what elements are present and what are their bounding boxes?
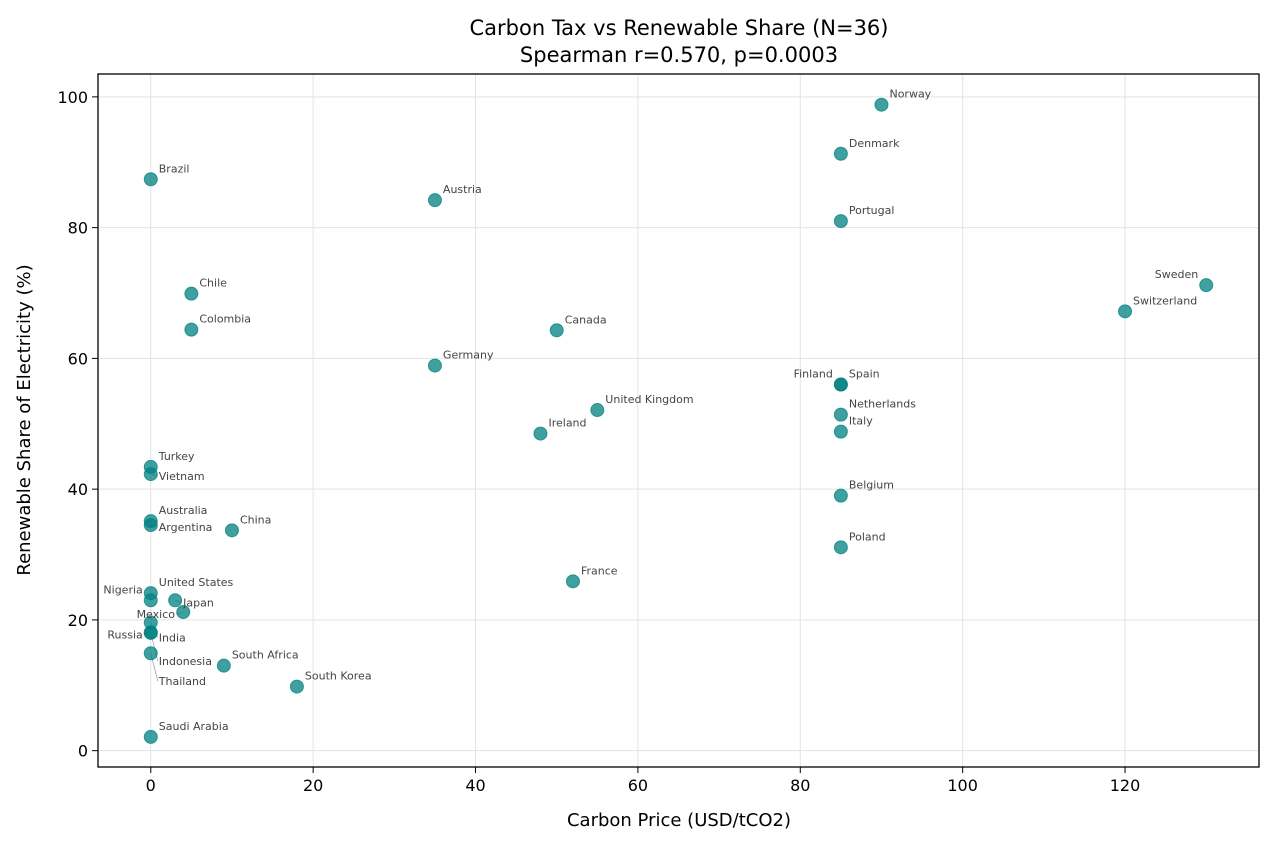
- y-tick-label: 60: [68, 349, 88, 368]
- point-label: Saudi Arabia: [159, 720, 229, 733]
- y-tick-label: 100: [57, 88, 88, 107]
- y-tick-label: 40: [68, 480, 88, 499]
- data-point: [184, 286, 199, 301]
- data-point: [143, 593, 158, 608]
- data-points: [143, 97, 1214, 744]
- data-point: [143, 625, 158, 640]
- data-point: [874, 97, 889, 112]
- point-label: France: [581, 564, 618, 577]
- data-point: [833, 377, 848, 392]
- point-label: Australia: [159, 504, 208, 517]
- data-point: [184, 322, 199, 337]
- ticks: 0 20 40 60 80 100 120 0 20 40 60 80 100: [57, 88, 1140, 795]
- y-tick-label: 0: [78, 742, 88, 761]
- point-label: Netherlands: [849, 398, 916, 411]
- point-label: Sweden: [1155, 268, 1198, 281]
- data-point: [143, 467, 158, 482]
- data-point: [143, 518, 158, 533]
- point-label: Italy: [849, 415, 873, 428]
- point-label: Nigeria: [103, 583, 142, 596]
- grid: [98, 74, 1259, 767]
- point-label: Switzerland: [1133, 294, 1197, 307]
- y-axis-label: Renewable Share of Electricity (%): [14, 264, 35, 575]
- point-label: Vietnam: [159, 470, 205, 483]
- data-point: [833, 488, 848, 503]
- point-label: Argentina: [159, 521, 213, 534]
- point-label: United Kingdom: [605, 393, 693, 406]
- data-point: [833, 540, 848, 555]
- data-point: [176, 605, 191, 620]
- point-label: Austria: [443, 183, 482, 196]
- x-tick-label: 60: [628, 776, 648, 795]
- point-label: Brazil: [159, 162, 190, 175]
- x-tick-label: 120: [1110, 776, 1141, 795]
- y-tick-label: 20: [68, 611, 88, 630]
- point-labels: Norway Denmark Brazil Austria Portugal Sweden…: [103, 88, 1198, 733]
- point-label: China: [240, 513, 271, 526]
- point-label: Denmark: [849, 137, 900, 150]
- data-point: [533, 426, 548, 441]
- data-point: [833, 214, 848, 229]
- data-point: [168, 593, 183, 608]
- data-point: [143, 172, 158, 187]
- data-point: [143, 729, 158, 744]
- point-label: Canada: [565, 313, 607, 326]
- point-label: Spain: [849, 368, 880, 381]
- data-point: [590, 403, 605, 418]
- data-point: [833, 407, 848, 422]
- data-point: [565, 574, 580, 589]
- point-label: Colombia: [199, 313, 251, 326]
- point-label: Ireland: [548, 417, 586, 430]
- y-tick-label: 80: [68, 219, 88, 238]
- point-label: Turkey: [158, 450, 195, 463]
- chart-subtitle: Spearman r=0.570, p=0.0003: [520, 43, 838, 67]
- point-label: Russia: [107, 628, 142, 641]
- plot-frame: [97, 73, 1260, 768]
- x-tick-label: 0: [146, 776, 156, 795]
- data-point: [1118, 304, 1133, 319]
- data-point: [427, 193, 442, 208]
- data-point: [143, 646, 158, 661]
- point-label: Mexico: [137, 608, 176, 621]
- point-label: Chile: [199, 277, 227, 290]
- point-label: Belgium: [849, 479, 894, 492]
- data-point: [427, 358, 442, 373]
- chart-title: Carbon Tax vs Renewable Share (N=36): [470, 16, 889, 40]
- data-point: [1199, 278, 1214, 293]
- point-label: Norway: [889, 88, 931, 101]
- point-label: India: [159, 632, 186, 645]
- point-label: Thailand: [158, 675, 206, 688]
- x-axis-label: Carbon Price (USD/tCO2): [567, 810, 791, 831]
- point-label: South Korea: [305, 670, 372, 683]
- point-label: United States: [159, 576, 234, 589]
- x-tick-label: 100: [947, 776, 978, 795]
- x-tick-label: 80: [790, 776, 810, 795]
- point-label: Poland: [849, 530, 886, 543]
- data-point: [289, 679, 304, 694]
- x-tick-label: 40: [465, 776, 485, 795]
- point-label: Portugal: [849, 204, 895, 217]
- point-label: Germany: [443, 349, 494, 362]
- point-label: Indonesia: [159, 655, 212, 668]
- point-label: Finland: [794, 368, 833, 381]
- data-point: [216, 658, 231, 673]
- point-label: South Africa: [232, 649, 299, 662]
- data-point: [833, 146, 848, 161]
- data-point: [833, 424, 848, 439]
- x-tick-label: 20: [303, 776, 323, 795]
- data-point: [224, 523, 239, 538]
- point-label: Japan: [182, 596, 214, 609]
- data-point: [549, 323, 564, 338]
